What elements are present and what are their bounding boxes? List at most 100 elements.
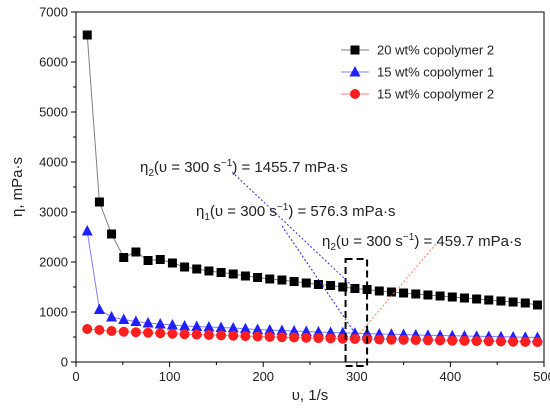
y-tick-label-5: 4000: [39, 155, 68, 170]
series-1-point-20: [313, 280, 323, 289]
series-3-point-29: [422, 335, 433, 346]
legend-marker-2: [349, 66, 361, 77]
series-3-point-4: [118, 326, 129, 337]
annotation-leaders: [231, 171, 437, 340]
series-1-point-8: [167, 258, 177, 268]
series-2-point-19: [300, 325, 312, 336]
series-3-point-7: [155, 328, 166, 339]
y-tick-label-1: 0: [61, 355, 68, 370]
series-1-point-18: [289, 277, 299, 286]
series-1-point-1: [82, 30, 92, 40]
annotation-1-part-1: η: [140, 159, 148, 176]
series-3-point-16: [264, 331, 275, 342]
series-1-point-35: [496, 296, 506, 306]
annotations: η2(υ = 300 s−1) = 1455.7 mPa·sη1(υ = 300…: [140, 158, 521, 253]
series-3-point-38: [532, 337, 543, 348]
series-1-point-13: [228, 269, 238, 279]
annotation-3-part-2: 2: [330, 242, 336, 253]
series-3-point-1: [82, 324, 93, 334]
series-3-point-14: [240, 331, 251, 342]
series-3-point-19: [301, 332, 312, 343]
series-1-point-5: [131, 247, 141, 257]
series-lines: [86, 34, 538, 343]
x-tick-label-2: 100: [159, 369, 181, 384]
series-3-point-6: [143, 327, 154, 338]
annotation-2: η1(υ = 300 s−1) = 576.3 mPa·s: [196, 202, 395, 223]
series-1-point-26: [386, 287, 396, 297]
series-1-point-24: [362, 285, 372, 294]
series-2-point-6: [142, 317, 154, 328]
series-2-point-20: [312, 326, 324, 337]
annotation-3-part-3: (υ = 300 s: [336, 233, 403, 250]
series-1-point-3: [107, 229, 117, 239]
y-tick-label-6: 5000: [39, 105, 68, 120]
annotation-1-part-4: −1: [221, 158, 233, 169]
annotation-leader-1: [231, 171, 356, 289]
legend-label-3: 15 wt% copolymer 2: [377, 87, 494, 102]
annotation-2-part-5: ) = 576.3 mPa·s: [288, 203, 395, 220]
x-tick-label-6: 500: [533, 369, 550, 384]
series-3-point-17: [276, 332, 287, 343]
annotation-1: η2(υ = 300 s−1) = 1455.7 mPa·s: [140, 158, 348, 179]
series-2-point-5: [130, 315, 142, 326]
series-3-point-31: [447, 335, 458, 346]
series-3-point-33: [471, 336, 482, 347]
series-3-point-35: [495, 336, 506, 347]
series-2-point-7: [154, 318, 166, 329]
y-tick-label-8: 7000: [39, 5, 68, 20]
annotation-1-part-2: 2: [148, 168, 154, 179]
annotation-3-part-4: −1: [403, 232, 415, 243]
series-2-point-3: [106, 311, 118, 322]
series-2-point-18: [288, 325, 300, 336]
series-3-point-36: [508, 336, 519, 347]
series-1-point-32: [459, 293, 469, 303]
series-1-point-17: [277, 275, 287, 285]
annotation-2-part-1: η: [196, 203, 204, 220]
x-tick-label-5: 400: [440, 369, 462, 384]
series-1-point-19: [301, 278, 311, 288]
series-3-point-26: [386, 334, 397, 345]
series-1-point-10: [192, 264, 202, 274]
series-2-point-17: [276, 324, 288, 335]
series-2-point-15: [252, 323, 264, 334]
series-1-point-6: [143, 256, 153, 265]
series-1-point-4: [119, 253, 129, 262]
series-1-point-38: [532, 300, 542, 310]
series-3-point-3: [106, 326, 117, 336]
series-3-point-32: [459, 335, 470, 346]
series-1-point-15: [253, 273, 263, 282]
series-2-point-8: [166, 319, 178, 330]
series-3-point-8: [167, 328, 178, 339]
series-1-point-14: [240, 271, 250, 281]
annotation-leader-2: [281, 225, 356, 334]
series-1-point-11: [204, 266, 214, 276]
legend-label-1: 20 wt% copolymer 2: [377, 43, 494, 58]
series-3-point-21: [325, 333, 336, 344]
series-markers: [81, 30, 543, 348]
annotation-2-part-4: −1: [277, 202, 289, 213]
series-3-point-27: [398, 334, 409, 345]
series-1-point-16: [265, 274, 275, 284]
annotation-3-part-5: ) = 459.7 mPa·s: [414, 233, 521, 250]
highlight-box: [344, 258, 369, 367]
series-1-point-37: [520, 298, 530, 308]
series-2-point-2: [93, 303, 105, 314]
series-1-point-28: [411, 289, 421, 299]
annotation-1-part-5: ) = 1455.7 mPa·s: [232, 159, 347, 176]
series-1-point-29: [423, 290, 433, 300]
series-3-point-30: [435, 335, 446, 346]
legend-label-2: 15 wt% copolymer 1: [377, 65, 494, 80]
series-1-point-7: [155, 255, 165, 264]
series-1-point-34: [484, 295, 494, 305]
x-tick-label-4: 300: [346, 369, 368, 384]
series-2-point-10: [191, 320, 203, 331]
annotation-1-part-3: (υ = 300 s: [154, 159, 221, 176]
series-2-point-14: [239, 322, 251, 334]
series-1-point-21: [326, 281, 336, 290]
axes: 0100200300400500010002000300040005000600…: [39, 5, 550, 385]
series-2-point-4: [118, 313, 130, 324]
series-3-point-18: [289, 332, 300, 343]
axis-labels: υ, 1/s η, mPa·s: [9, 157, 328, 404]
y-tick-label-2: 1000: [39, 305, 68, 320]
series-1-point-2: [94, 197, 104, 207]
